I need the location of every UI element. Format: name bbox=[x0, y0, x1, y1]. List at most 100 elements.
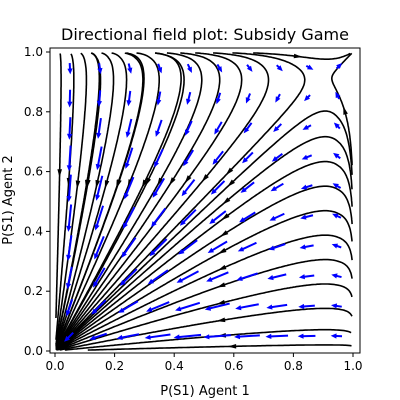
quiver-arrow-head bbox=[147, 278, 155, 285]
streamline-arrowhead bbox=[227, 179, 235, 187]
quiver-arrow-shaft bbox=[67, 235, 73, 258]
x-axis-ticks: 0.0 0.2 0.4 0.6 0.8 1.0 bbox=[45, 353, 363, 373]
quiver-arrow-head bbox=[96, 100, 102, 107]
x-tick-label: 0.8 bbox=[284, 359, 303, 373]
streamline-arrowhead bbox=[218, 247, 227, 254]
y-tick-label: 1.0 bbox=[24, 45, 43, 59]
quiver-arrow-head bbox=[152, 191, 158, 198]
quiver-arrow-shaft bbox=[96, 146, 103, 167]
quiver-arrow-head bbox=[66, 254, 72, 261]
quiver-arrow-shaft bbox=[95, 205, 104, 228]
quiver-arrow-shaft bbox=[97, 117, 102, 136]
streamline-arrowhead bbox=[217, 282, 226, 288]
streamline bbox=[56, 110, 353, 351]
streamline bbox=[55, 52, 115, 347]
quiver-arrow-head bbox=[178, 249, 185, 255]
quiver-arrow-shaft bbox=[125, 147, 134, 166]
quiver-arrow-head bbox=[209, 218, 216, 224]
quiver-arrow-shaft bbox=[150, 269, 169, 284]
quiver-arrow-shaft bbox=[239, 272, 258, 281]
quiver-arrow-head bbox=[203, 334, 210, 340]
quiver-arrow-head bbox=[151, 221, 157, 228]
quiver-arrow-shaft bbox=[212, 180, 226, 193]
quiver-arrow-shaft bbox=[123, 206, 136, 227]
quiver-arrow-head bbox=[300, 184, 308, 190]
quiver-arrow-head bbox=[275, 96, 281, 103]
quiver-arrow-shaft bbox=[67, 174, 72, 199]
quiver-arrow-head bbox=[298, 303, 305, 310]
quiver-arrow-head bbox=[245, 97, 251, 104]
quiver-arrow-shaft bbox=[126, 118, 133, 135]
quiver-arrow-shaft bbox=[67, 204, 73, 229]
quiver-arrow-head bbox=[183, 159, 189, 167]
quiver-arrow-head bbox=[156, 99, 162, 106]
streamline bbox=[55, 53, 62, 319]
quiver-arrow-head bbox=[240, 187, 247, 193]
quiver-arrow-shaft bbox=[211, 210, 227, 223]
quiver-arrow-shaft bbox=[206, 334, 231, 339]
streamline bbox=[55, 52, 182, 350]
quiver-arrow-head bbox=[126, 100, 132, 107]
quiver-arrow-shaft bbox=[124, 176, 135, 197]
quiver-arrow-head bbox=[267, 275, 274, 281]
quiver-arrow-shaft bbox=[94, 236, 105, 257]
quiver-arrow-head bbox=[93, 281, 99, 288]
quiver-arrow-shaft bbox=[179, 270, 199, 283]
quiver-arrow-head bbox=[242, 157, 248, 164]
quiver-arrow-head bbox=[154, 161, 159, 168]
quiver-arrow-head bbox=[65, 283, 72, 290]
streamline-arrowhead bbox=[227, 344, 237, 349]
y-tick-label: 0.8 bbox=[24, 105, 43, 119]
quiver-arrow-shaft bbox=[148, 333, 171, 339]
quiver-arrow-head bbox=[94, 224, 100, 231]
streamline-arrowhead bbox=[141, 179, 148, 189]
streamline-arrowhead bbox=[85, 179, 90, 189]
quiver-arrow-head bbox=[157, 67, 163, 74]
quiver-arrow-head bbox=[206, 276, 213, 282]
quiver-arrow-head bbox=[331, 273, 338, 279]
quiver-arrows-layer bbox=[64, 62, 343, 342]
x-tick-label: 1.0 bbox=[343, 359, 362, 373]
quiver-arrow-head bbox=[333, 122, 340, 129]
quiver-arrow-head bbox=[119, 280, 126, 286]
quiver-arrow-shaft bbox=[92, 332, 108, 340]
quiver-arrow-shaft bbox=[184, 149, 194, 164]
quiver-arrow-shaft bbox=[210, 240, 228, 253]
chart-title: Directional field plot: Subsidy Game bbox=[61, 25, 349, 44]
quiver-arrow-shaft bbox=[270, 273, 287, 280]
quiver-arrow-head bbox=[276, 65, 283, 72]
quiver-arrow-shaft bbox=[154, 148, 164, 165]
quiver-arrow-shaft bbox=[207, 302, 230, 310]
quiver-arrow-head bbox=[127, 67, 133, 74]
streamline bbox=[55, 52, 221, 350]
quiver-arrow-shaft bbox=[152, 207, 167, 226]
y-tick-label: 0.6 bbox=[24, 165, 43, 179]
quiver-arrow-head bbox=[67, 68, 73, 75]
quiver-arrow-head bbox=[179, 219, 186, 226]
streamline-arrowhead bbox=[104, 180, 110, 189]
streamline-arrowhead bbox=[216, 299, 226, 305]
quiver-arrow-shaft bbox=[68, 145, 72, 168]
quiver-arrow-shaft bbox=[238, 303, 259, 310]
quiver-arrow-shaft bbox=[96, 175, 104, 198]
quiver-arrow-shaft bbox=[148, 301, 170, 312]
streamline bbox=[56, 52, 243, 350]
quiver-arrow-head bbox=[239, 217, 246, 223]
streamline bbox=[55, 52, 160, 350]
quiver-arrow-head bbox=[273, 126, 280, 132]
quiver-arrow-head bbox=[301, 154, 308, 160]
quiver-arrow-head bbox=[66, 196, 72, 202]
quiver-arrow-head bbox=[243, 127, 250, 134]
quiver-arrow-head bbox=[246, 65, 253, 72]
streamline-arrowhead bbox=[222, 197, 231, 205]
quiver-arrow-shaft bbox=[240, 241, 257, 251]
quiver-arrow-head bbox=[116, 334, 123, 340]
quiver-arrow-head bbox=[91, 308, 98, 315]
axes-frame bbox=[49, 47, 361, 354]
quiver-arrow-head bbox=[234, 334, 241, 340]
streamline bbox=[55, 52, 88, 345]
streamline-arrowhead bbox=[184, 175, 192, 184]
quiver-arrow-head bbox=[269, 215, 276, 221]
quiver-arrow-head bbox=[217, 66, 223, 73]
quiver-arrow-head bbox=[302, 124, 309, 130]
